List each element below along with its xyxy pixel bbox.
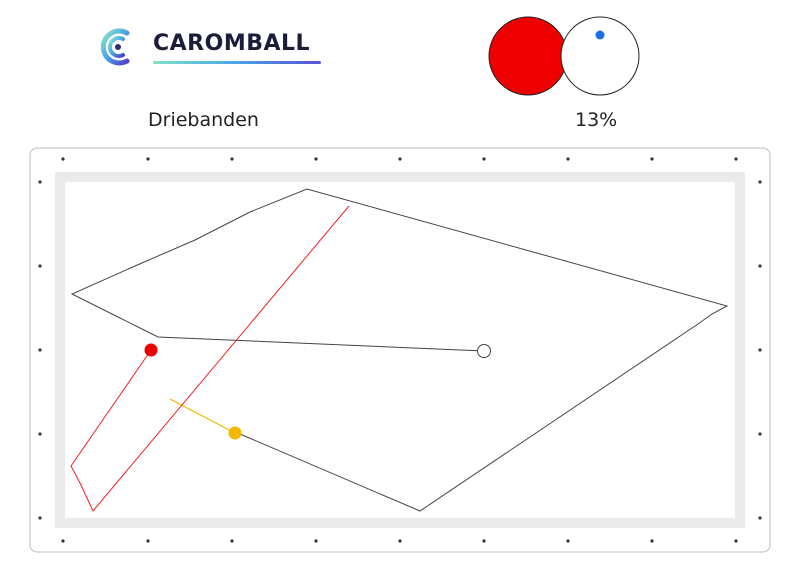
caromball-logo-icon <box>100 28 130 66</box>
brand-name: CAROMBALL <box>153 31 311 56</box>
table-frame <box>29 147 771 553</box>
diamond-marker <box>650 539 654 543</box>
diamond-marker <box>146 539 150 543</box>
contact-point-dot <box>595 30 605 40</box>
diamond-marker <box>38 432 42 436</box>
red-ball-path <box>70 205 350 512</box>
hit-percentage: 13% <box>575 109 618 131</box>
diamond-marker <box>758 432 762 436</box>
diamond-marker <box>758 264 762 268</box>
diamond-marker <box>314 157 318 161</box>
table-cloth <box>65 182 735 518</box>
diamond-marker <box>758 516 762 520</box>
diamond-marker <box>734 157 738 161</box>
game-type-label: Driebanden <box>148 109 259 131</box>
brand-underline <box>153 61 321 64</box>
diamond-marker <box>734 539 738 543</box>
caromball-logo: CAROMBALL <box>95 25 325 69</box>
diamond-marker <box>38 516 42 520</box>
diamond-marker <box>61 539 65 543</box>
diamond-marker <box>230 157 234 161</box>
ball-hit-indicator <box>488 16 640 96</box>
diamond-marker <box>38 348 42 352</box>
diamond-marker <box>398 539 402 543</box>
diamond-markers <box>38 157 762 543</box>
diamond-marker <box>230 539 234 543</box>
diamond-marker <box>398 157 402 161</box>
diamond-marker <box>566 539 570 543</box>
diamond-marker <box>61 157 65 161</box>
diamond-marker <box>758 348 762 352</box>
yellow-ball <box>228 426 242 440</box>
table-rail <box>55 172 745 528</box>
diamond-marker <box>482 539 486 543</box>
diamond-marker <box>650 157 654 161</box>
diamond-marker <box>146 157 150 161</box>
diamond-marker <box>38 264 42 268</box>
diamond-marker <box>482 157 486 161</box>
cue-ball-path <box>70 188 729 512</box>
diamond-marker <box>566 157 570 161</box>
diamond-marker <box>314 539 318 543</box>
red-ball <box>144 343 158 357</box>
yellow-ball-path <box>169 398 236 434</box>
white-ball <box>477 344 491 358</box>
red-object-ball <box>488 16 568 96</box>
diamond-marker <box>38 180 42 184</box>
white-cue-ball <box>560 16 640 96</box>
diamond-marker <box>758 180 762 184</box>
